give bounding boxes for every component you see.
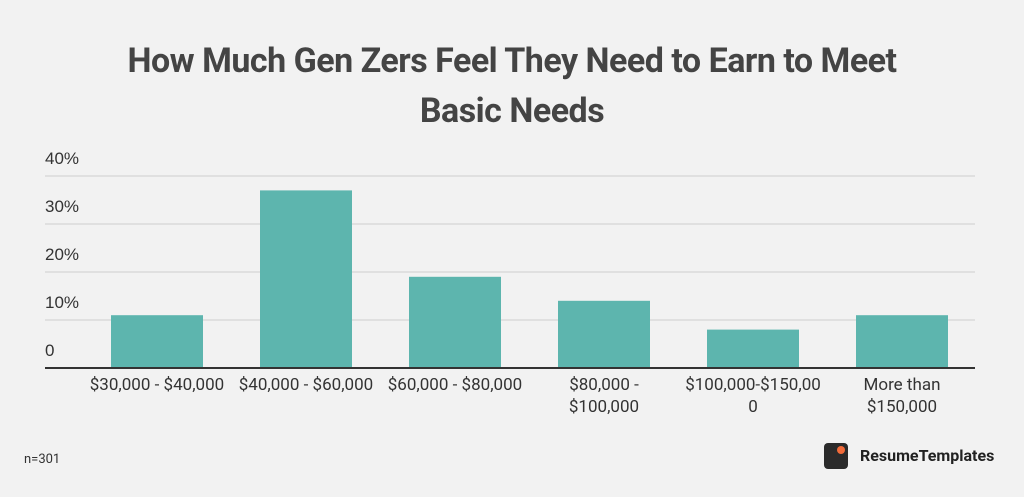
bar <box>409 276 501 368</box>
x-tick-label: More than $150,000 <box>863 375 941 417</box>
y-tick-label: 30% <box>45 197 79 216</box>
brand-name: ResumeTemplates <box>860 446 995 465</box>
y-tick-label: 40% <box>45 149 79 168</box>
chart-title: How Much Gen Zers Feel They Need to Earn… <box>127 41 897 131</box>
y-tick-label: 10% <box>45 293 79 312</box>
x-tick-label: $40,000 - $60,000 <box>238 375 374 395</box>
y-tick-label: 20% <box>45 245 79 264</box>
x-tick-label: $80,000 - $100,000 <box>568 375 640 417</box>
brand-logo <box>824 443 848 469</box>
bar <box>558 300 650 368</box>
x-tick-label: $100,000-$150,000 <box>685 375 821 417</box>
sample-note: n=301 <box>24 452 61 467</box>
x-tick-label: $60,000 - $80,000 <box>387 375 523 395</box>
x-tick-label: $30,000 - $40,000 <box>89 375 225 395</box>
bar <box>707 329 799 368</box>
y-tick-label: 0 <box>45 341 54 360</box>
bar <box>260 190 352 368</box>
bar <box>111 315 203 368</box>
bar <box>856 315 948 368</box>
